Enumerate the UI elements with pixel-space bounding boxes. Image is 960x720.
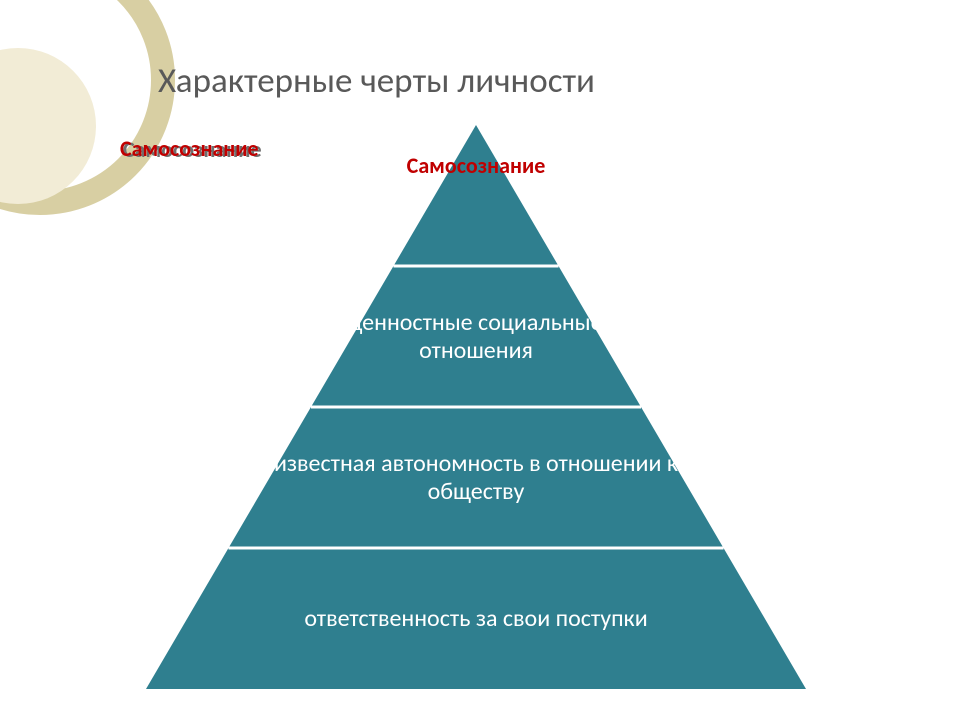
pyramid-level-3: ответственность за свои поступки <box>171 548 782 689</box>
pyramid-level-2: известная автономность в отношении к общ… <box>253 407 699 548</box>
pyramid-level-0: Самосознание <box>402 153 551 264</box>
slide-title: Характерные черты личности <box>158 60 595 102</box>
slide-stage: Характерные черты личности Самосознание … <box>0 0 960 720</box>
pyramid-level-1: ценностные социальные отношения <box>336 266 617 407</box>
